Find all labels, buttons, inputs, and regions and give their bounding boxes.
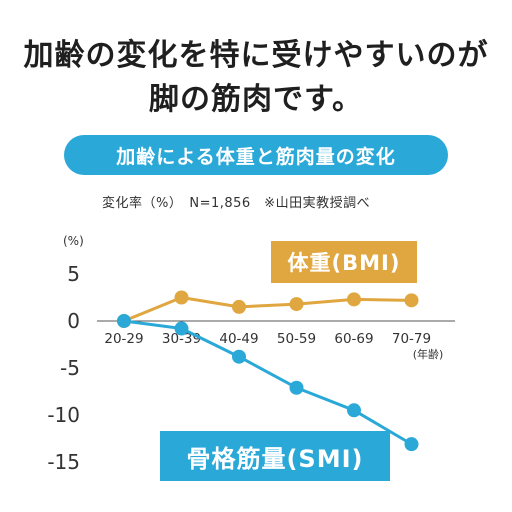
data-point-smi [347, 403, 361, 418]
headline-line-1: 加齢の変化を特に受けやすいのが [23, 38, 489, 73]
data-point-bmi [232, 299, 246, 314]
source-note: 変化率（%） N=1,856 ※山田実教授調べ [102, 196, 371, 211]
data-point-bmi [289, 297, 304, 312]
headline-line-2: 脚の筋肉です。 [149, 82, 363, 117]
chart-title-banner: 加齢による体重と筋肉量の変化 [64, 135, 448, 175]
x-tick-label: 50-59 [277, 331, 316, 347]
data-point-smi [232, 349, 246, 364]
y-tick-label: -15 [47, 450, 80, 474]
legend-smi-label: 骨格筋量(SMI) [186, 444, 364, 473]
y-tick-label: -10 [47, 403, 80, 427]
legend-smi: 骨格筋量(SMI) [160, 431, 390, 481]
x-axis-unit-label: (年齢) [413, 347, 444, 361]
y-axis-unit-label: (%) [63, 234, 84, 248]
data-point-smi [117, 314, 131, 328]
chart-points [117, 290, 419, 452]
x-tick-label: 20-29 [104, 331, 143, 347]
data-point-bmi [174, 290, 189, 305]
x-tick-label: 60-69 [334, 331, 373, 347]
x-tick-label: 40-49 [219, 331, 258, 347]
chart-lines [123, 296, 413, 446]
chart-title: 加齢による体重と筋肉量の変化 [116, 145, 396, 168]
series-line-smi [123, 319, 413, 446]
x-tick-label: 70-79 [392, 331, 431, 347]
data-point-smi [174, 321, 189, 336]
legend-bmi-label: 体重(BMI) [287, 251, 401, 275]
series-line-bmi [123, 296, 412, 323]
y-tick-label: 5 [67, 262, 80, 286]
data-point-smi [289, 380, 304, 395]
legend-bmi: 体重(BMI) [271, 241, 417, 283]
data-point-smi [404, 437, 419, 452]
data-point-bmi [347, 292, 361, 307]
y-tick-label: -5 [60, 356, 80, 380]
y-tick-label: 0 [67, 309, 80, 333]
data-point-bmi [404, 293, 419, 308]
